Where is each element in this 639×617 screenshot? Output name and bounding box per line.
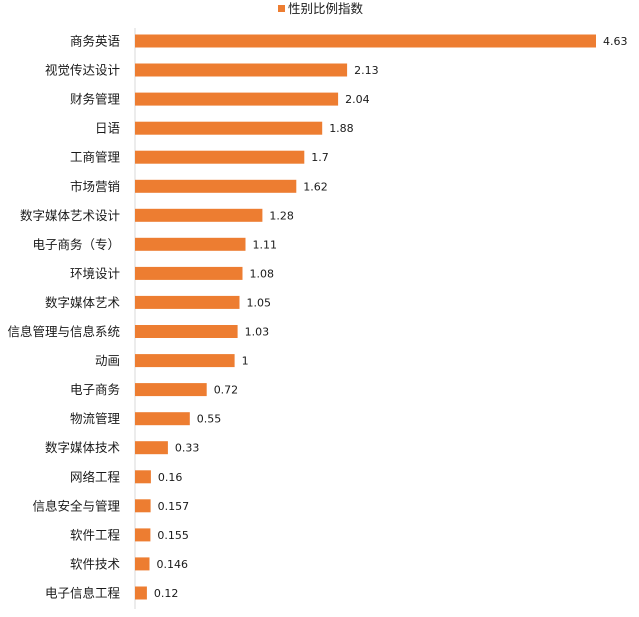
category-label: 数字媒体艺术 xyxy=(45,295,121,310)
bar-18 xyxy=(135,528,151,542)
data-label: 1.08 xyxy=(250,267,275,280)
data-label: 1.28 xyxy=(269,209,294,222)
category-label: 环境设计 xyxy=(70,266,120,281)
data-label: 0.12 xyxy=(154,587,179,600)
bar-1 xyxy=(135,34,596,48)
category-label: 电子商务 xyxy=(70,382,120,397)
legend: 性别比例指数 xyxy=(278,1,364,16)
bar-12 xyxy=(135,354,235,368)
category-label: 信息安全与管理 xyxy=(32,498,120,513)
category-label: 软件工程 xyxy=(70,527,121,542)
data-label: 0.72 xyxy=(214,384,239,397)
data-label: 1.05 xyxy=(247,296,272,309)
bar-15 xyxy=(135,441,168,455)
category-label: 市场营销 xyxy=(70,179,120,194)
data-label: 1.62 xyxy=(303,180,328,193)
data-label: 0.55 xyxy=(197,413,222,426)
category-label: 数字媒体艺术设计 xyxy=(20,208,120,223)
bar-10 xyxy=(135,295,240,309)
legend-label: 性别比例指数 xyxy=(288,1,364,16)
bar-3 xyxy=(135,92,339,106)
bar-8 xyxy=(135,237,246,251)
bar-14 xyxy=(135,412,190,426)
bar-9 xyxy=(135,266,243,280)
bar-5 xyxy=(135,150,305,164)
category-label: 视觉传达设计 xyxy=(45,63,120,78)
category-label: 网络工程 xyxy=(70,469,121,484)
data-label: 2.04 xyxy=(345,93,370,106)
legend-swatch xyxy=(278,5,285,12)
category-label: 财务管理 xyxy=(70,92,121,107)
value-labels: 4.63 2.13 2.04 1.88 1.7 1.62 1.28 1.11 1.08 1.05 1… xyxy=(154,35,628,600)
data-label: 2.13 xyxy=(354,64,379,77)
bar-20 xyxy=(135,586,147,600)
bars xyxy=(135,34,596,600)
bar-2 xyxy=(135,63,348,77)
data-label: 0.146 xyxy=(157,558,189,571)
data-label: 1.88 xyxy=(329,122,354,135)
category-label: 工商管理 xyxy=(70,150,121,165)
bar-19 xyxy=(135,557,150,571)
data-label: 0.157 xyxy=(158,500,190,513)
data-label: 1.11 xyxy=(253,238,278,251)
category-label: 数字媒体技术 xyxy=(45,440,121,455)
category-label: 物流管理 xyxy=(70,411,121,426)
data-label: 0.33 xyxy=(175,442,200,455)
data-label: 0.155 xyxy=(157,529,189,542)
category-label: 信息管理与信息系统 xyxy=(7,324,120,339)
data-label: 0.16 xyxy=(158,471,183,484)
bar-16 xyxy=(135,470,151,484)
bar-4 xyxy=(135,121,323,135)
data-label: 1 xyxy=(242,355,249,368)
category-label: 电子商务（专） xyxy=(32,237,120,252)
bar-13 xyxy=(135,383,207,397)
bar-6 xyxy=(135,179,297,193)
category-label: 动画 xyxy=(95,353,120,368)
category-label: 电子信息工程 xyxy=(45,586,121,601)
bar-17 xyxy=(135,499,151,513)
bar-11 xyxy=(135,325,238,338)
category-label: 软件技术 xyxy=(70,556,121,571)
category-label: 日语 xyxy=(95,121,120,136)
data-label: 1.03 xyxy=(245,326,270,339)
bar-7 xyxy=(135,208,263,222)
category-label: 商务英语 xyxy=(70,34,120,49)
data-label: 1.7 xyxy=(311,151,329,164)
data-label: 4.63 xyxy=(603,35,628,48)
